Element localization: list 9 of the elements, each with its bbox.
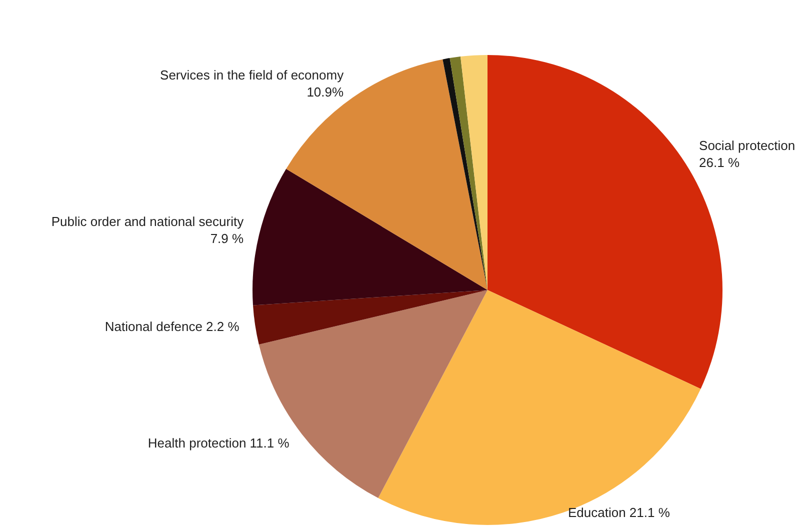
slice-label: Services in the field of economy — [160, 67, 344, 82]
data-label: 10.9% — [306, 84, 344, 100]
data-label: 7.9 % — [210, 230, 244, 246]
slice-label: Public order and national security — [51, 214, 244, 229]
slice-label: Health protection 11.1 % — [148, 436, 290, 451]
data-label: 26.1 % — [699, 154, 740, 170]
slice-label: Education 21.1 % — [568, 505, 670, 520]
slice-label: National defence 2.2 % — [104, 319, 240, 334]
slice-label: Social protection — [699, 138, 796, 153]
